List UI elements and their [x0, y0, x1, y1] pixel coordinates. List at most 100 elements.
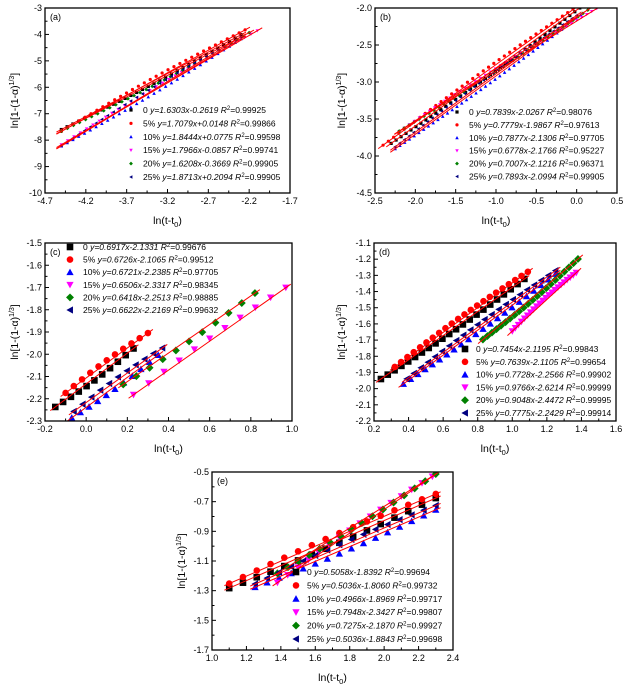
data-point: [140, 92, 144, 96]
data-point: [577, 4, 580, 7]
panel-label: (a): [50, 12, 61, 22]
legend-r-sup: 2: [567, 358, 571, 364]
data-point: [431, 353, 439, 361]
legend-marker: [129, 161, 133, 166]
data-point: [102, 391, 110, 399]
data-point: [543, 32, 547, 37]
legend-equation: y=1.7079x+0.0148: [157, 118, 231, 128]
legend-r-sup: 2: [565, 134, 569, 140]
data-point: [192, 61, 197, 65]
x-tick-label: 0.2: [368, 424, 381, 434]
legend-series-name: 0: [476, 344, 483, 354]
legend-series-name: 0: [83, 242, 90, 252]
fit-line: [375, 275, 530, 383]
legend-series-name: 10%: [476, 370, 495, 380]
data-point: [492, 289, 500, 296]
data-point: [140, 355, 148, 363]
y-tick-label: -3: [34, 3, 42, 13]
legend-entry: 10% y=0.6721x-2.2385 R2=0.97705: [66, 267, 218, 277]
data-point: [438, 347, 446, 355]
legend-text: 20% y=0.7275x-2.1870 R2=0.99927: [307, 621, 442, 631]
data-point: [521, 56, 526, 60]
data-point: [184, 58, 188, 62]
legend-r-label: R: [168, 255, 174, 265]
data-point: [476, 73, 480, 77]
data-point: [459, 321, 467, 328]
x-tick-label: 0.5: [611, 196, 624, 206]
legend-entry: 25% y=0.7775x-2.2429 R2=0.99914: [461, 408, 611, 418]
data-point: [428, 360, 436, 368]
data-point: [138, 90, 143, 95]
data-point: [107, 105, 112, 110]
y-axis-title: ln[1-(1-α)1/3]: [176, 533, 188, 589]
data-point: [507, 285, 515, 293]
legend-r-sup: 2: [398, 581, 402, 587]
data-point: [311, 560, 319, 567]
data-point: [523, 312, 532, 320]
data-point: [123, 96, 127, 100]
fit-line: [224, 495, 441, 591]
y-tick-label: -10: [29, 188, 42, 198]
y-tick-label: -1.1: [193, 556, 209, 566]
data-point: [530, 281, 538, 289]
y-tick-label: -0.5: [193, 467, 209, 477]
y-title-base: ln[1-(1-α): [9, 317, 21, 360]
data-point: [483, 84, 488, 88]
fit-line: [401, 266, 561, 383]
data-point: [443, 350, 451, 358]
data-point: [166, 68, 170, 72]
fit-line: [60, 329, 154, 397]
fit-line: [272, 472, 440, 577]
y-title-sup: 1/3: [9, 307, 16, 317]
fit-line: [377, 8, 577, 150]
plot-area: [375, 254, 584, 388]
x-tick-label: 0.4: [402, 424, 415, 434]
legend-series-name: 5%: [143, 118, 158, 128]
data-point: [418, 349, 426, 356]
data-point: [117, 106, 121, 111]
legend-r2: =0.98076: [556, 107, 592, 117]
legend-text: 10% y=0.7877x-2.1306 R2=0.97705: [469, 133, 604, 143]
x-title-sub: 0: [503, 220, 507, 229]
data-point: [88, 128, 93, 132]
data-point: [407, 134, 411, 138]
legend-r-sup: 2: [553, 108, 557, 114]
data-point: [120, 99, 124, 104]
legend-r2: =0.99632: [183, 305, 219, 315]
data-point: [190, 346, 199, 354]
legend-series-name: 10%: [307, 594, 326, 604]
data-point: [558, 21, 562, 25]
data-point: [449, 101, 453, 105]
legend-r-sup: 2: [391, 568, 395, 574]
data-point: [140, 87, 145, 92]
legend-text: 0 y=0.7454x-2.1195 R2=0.99843: [476, 344, 599, 354]
legend-entry: 25% y=0.5036x-1.8843 R2=0.99698: [292, 634, 442, 644]
legend-r-label: R: [566, 370, 572, 380]
data-point: [493, 314, 502, 322]
data-point: [551, 275, 560, 284]
legend-marker: [129, 121, 133, 125]
x-tick-label: -4.7: [37, 196, 53, 206]
data-point: [460, 101, 464, 105]
legend-text: 10% y=1.8444x+0.0775 R2=0.99598: [143, 132, 281, 142]
y-tick-label: -1.3: [193, 586, 209, 596]
legend-r2: =0.99732: [402, 580, 438, 590]
x-title-sub: 0: [174, 220, 178, 229]
fit-line: [390, 10, 586, 153]
legend-r-sup: 2: [239, 146, 243, 152]
data-point: [431, 121, 435, 125]
data-point: [94, 125, 98, 129]
x-title-sub: 0: [339, 677, 343, 686]
legend-marker: [455, 136, 459, 140]
data-point: [544, 271, 552, 280]
legend-equation: y=0.7639x-2.1105: [490, 357, 561, 367]
x-tick-label: 0.4: [162, 424, 175, 434]
y-tick-label: -0.9: [193, 526, 209, 536]
legend-r2: =0.99698: [407, 634, 443, 644]
data-point: [445, 342, 453, 350]
legend-r-sup: 2: [403, 635, 407, 641]
data-point: [568, 13, 572, 18]
data-point: [67, 393, 75, 401]
